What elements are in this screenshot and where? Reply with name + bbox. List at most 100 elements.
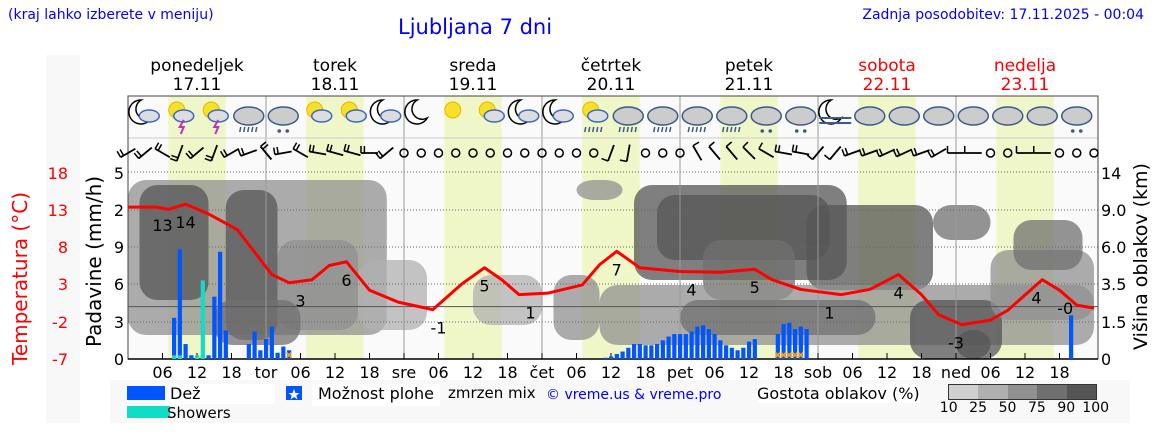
lightning [178, 119, 186, 135]
page-title: Ljubljana 7 dni [398, 15, 553, 39]
rain-drop [730, 126, 733, 133]
cloud-height-tick-label: 3.5 [1101, 275, 1126, 294]
rain-drop [661, 126, 664, 133]
temperature-label: 4 [686, 280, 696, 299]
cloud-height-tick-label: 6.0 [1101, 238, 1126, 257]
rain-bar [218, 251, 223, 359]
density-scale-label: 10 [939, 400, 958, 416]
wind-feather [170, 157, 178, 162]
rain-bar [212, 296, 217, 359]
rain-bar [706, 329, 711, 359]
wind-barb-icon [133, 146, 153, 160]
cross-stroke [774, 351, 781, 359]
snowflake [802, 129, 807, 133]
rain-drop [703, 126, 706, 133]
wind-feather [708, 141, 715, 148]
wind-barb-icon [758, 142, 775, 159]
cloud-rain-icon [716, 106, 748, 133]
rain-bar [735, 350, 740, 359]
moon-cloud-icon [542, 99, 574, 125]
moon-shape [404, 99, 430, 125]
precipitation-tick-label: 3 [114, 313, 124, 332]
wind-barb-icon [692, 141, 703, 161]
x-tick-label: 18 [635, 363, 655, 382]
density-swatch [1007, 385, 1038, 399]
x-tick-label: sre [392, 363, 416, 382]
rain-drop [665, 126, 668, 133]
rain-bar [177, 249, 182, 359]
wind-feather [774, 144, 778, 152]
wind-shaft [829, 145, 842, 161]
cloud-snow-icon [1061, 106, 1093, 133]
wind-feather [119, 149, 125, 156]
rain-drop [699, 126, 702, 133]
rain-bar [775, 334, 780, 359]
cloud-height-tick-label: 1.5 [1101, 313, 1126, 332]
moon-cloud-icon [507, 99, 540, 125]
location-hint: (kraj lahko izberete v meniju) [8, 7, 214, 23]
rain-bar [223, 330, 228, 359]
rain-bar [632, 344, 637, 359]
cloud-shape [888, 106, 920, 126]
sun-shape [444, 101, 462, 119]
wind-feather [204, 157, 212, 162]
day-date: 23.11 [1000, 75, 1050, 95]
rain-bar [747, 341, 752, 359]
cloud-shape [750, 106, 782, 126]
cloud-shape [1026, 106, 1058, 126]
wind-feather [326, 143, 330, 151]
wind-feather [858, 149, 863, 157]
temperature-label: 1 [525, 304, 535, 323]
wind-feather [260, 141, 267, 148]
calm-wind-icon [1089, 148, 1099, 158]
cloud-shape [923, 106, 955, 126]
wind-feather [875, 149, 880, 157]
cloud-height-axis-title: Višina oblakov (km) [1130, 163, 1152, 350]
wind-barb-icon [892, 148, 913, 158]
wind-barb-icon [237, 147, 258, 157]
density-scale-label: 25 [969, 400, 987, 416]
snowflake [1070, 129, 1075, 133]
wind-barb-icon [601, 144, 615, 162]
day-date: 22.11 [862, 75, 912, 95]
legend-frozen-mix-label: zmrzen mix [448, 384, 536, 402]
rain-bar [172, 317, 177, 359]
frozen-mix-marker [780, 351, 787, 359]
wind-feather [791, 144, 795, 152]
x-tick-label: 18 [497, 363, 517, 382]
rain-bar [741, 347, 746, 359]
rain-bar [689, 331, 694, 359]
cloud-snow-icon [785, 106, 817, 133]
cloud-shape [311, 109, 333, 123]
wind-feather [823, 154, 831, 161]
wind-shaft [210, 144, 219, 162]
wind-feather [185, 152, 192, 159]
cloud-height-tick-label: 9.0 [1101, 201, 1126, 220]
cloud-density-area [553, 275, 600, 340]
cloud-shape [1061, 106, 1093, 126]
frozen-mix-marker [791, 351, 799, 359]
credit-link[interactable]: © vreme.us & vreme.pro [546, 387, 722, 403]
cloud-rain-icon [681, 106, 713, 133]
showers-bar [172, 355, 177, 359]
density-scale-label: 100 [1082, 400, 1110, 416]
wind-feather [841, 149, 846, 157]
rain-bar [275, 352, 280, 359]
density-swatch [1066, 385, 1097, 399]
wind-shaft [379, 146, 394, 160]
rain-bar [660, 340, 665, 359]
wind-barb-icon [964, 146, 982, 154]
rain-drop [592, 126, 595, 133]
wind-barb-icon [154, 142, 171, 159]
last-updated: Zadnja posodobitev: 17.11.2025 - 00:04 [862, 7, 1144, 23]
wind-feather [806, 154, 814, 161]
wind-shaft [625, 144, 631, 162]
rain-bar [1069, 315, 1074, 359]
wind-barb-icon [308, 144, 327, 156]
temperature-tick-label: 18 [48, 164, 68, 183]
rain-drop [584, 126, 587, 133]
temperature-label: -3 [948, 334, 964, 353]
rain-drop [247, 126, 250, 133]
wind-barb-icon [725, 141, 738, 161]
x-tick-label: 18 [911, 363, 931, 382]
